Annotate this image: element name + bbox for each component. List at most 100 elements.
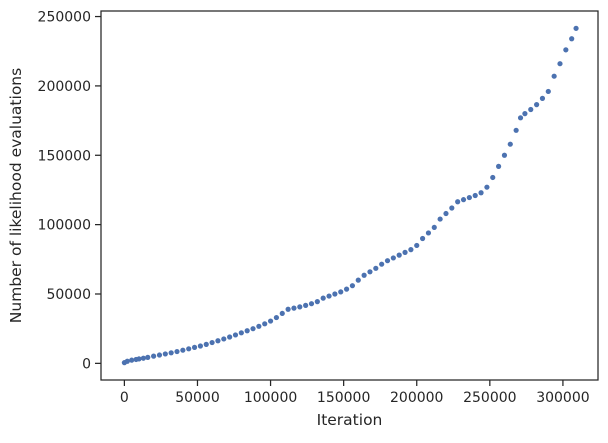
data-point bbox=[513, 127, 519, 133]
data-point bbox=[291, 305, 297, 311]
data-point bbox=[367, 269, 373, 275]
data-point bbox=[501, 152, 508, 158]
data-point bbox=[209, 339, 215, 346]
data-point bbox=[455, 199, 461, 205]
data-point bbox=[437, 216, 443, 222]
data-point bbox=[507, 141, 513, 147]
data-point bbox=[308, 301, 315, 307]
data-point bbox=[314, 299, 320, 305]
data-point bbox=[478, 190, 484, 196]
data-point bbox=[186, 346, 192, 352]
data-point bbox=[285, 306, 291, 312]
x-tick-label: 0 bbox=[120, 390, 129, 406]
data-point bbox=[431, 224, 437, 231]
data-point bbox=[203, 341, 209, 347]
data-point bbox=[545, 88, 551, 95]
x-tick-label: 150000 bbox=[317, 390, 370, 406]
y-axis-label: Number of likelihood evaluations bbox=[7, 68, 25, 323]
data-point bbox=[215, 338, 221, 344]
data-point bbox=[449, 205, 455, 211]
data-point bbox=[472, 192, 478, 199]
data-point bbox=[490, 174, 496, 181]
y-tick-label: 150000 bbox=[38, 148, 91, 164]
data-point bbox=[443, 210, 449, 217]
data-point bbox=[227, 334, 233, 340]
data-point bbox=[466, 194, 472, 201]
data-point bbox=[373, 265, 379, 271]
data-point bbox=[297, 304, 303, 310]
data-point bbox=[238, 330, 244, 336]
data-point bbox=[151, 353, 157, 359]
data-point bbox=[402, 249, 408, 255]
data-point bbox=[425, 230, 432, 236]
data-point bbox=[267, 318, 274, 324]
data-point bbox=[221, 336, 227, 342]
data-point bbox=[197, 343, 203, 349]
data-point bbox=[273, 314, 280, 321]
y-tick-label: 100000 bbox=[38, 218, 91, 234]
data-point bbox=[419, 235, 426, 242]
data-point bbox=[174, 348, 180, 355]
y-tick-label: 200000 bbox=[38, 79, 91, 95]
data-point bbox=[256, 323, 262, 329]
data-point bbox=[528, 106, 534, 113]
data-point bbox=[232, 332, 239, 338]
data-point bbox=[551, 73, 557, 79]
data-point bbox=[349, 283, 356, 289]
y-tick-label: 250000 bbox=[38, 10, 91, 26]
data-point bbox=[332, 291, 338, 297]
plot-frame bbox=[100, 10, 599, 381]
data-point bbox=[343, 286, 350, 292]
data-point bbox=[191, 344, 198, 350]
data-point bbox=[379, 261, 385, 267]
x-tick-label: 100000 bbox=[244, 390, 297, 406]
data-point bbox=[145, 354, 151, 360]
data-point bbox=[129, 357, 135, 363]
data-point bbox=[539, 95, 546, 101]
data-point bbox=[573, 25, 579, 31]
data-point bbox=[361, 272, 367, 278]
data-point bbox=[517, 115, 524, 121]
x-tick-label: 300000 bbox=[536, 390, 589, 406]
data-point bbox=[250, 326, 256, 332]
data-point bbox=[140, 355, 146, 361]
data-point bbox=[124, 358, 130, 364]
y-axis-ticks: 0 50000 100000 150000 200000 250000 bbox=[38, 10, 101, 372]
data-point bbox=[303, 302, 309, 308]
data-point bbox=[408, 247, 414, 253]
data-point bbox=[384, 258, 391, 264]
data-point bbox=[162, 351, 168, 357]
data-point bbox=[557, 61, 563, 67]
data-point bbox=[563, 47, 569, 53]
x-axis-label: Iteration bbox=[317, 411, 383, 429]
data-point bbox=[484, 184, 490, 190]
data-point bbox=[320, 295, 326, 301]
data-point bbox=[390, 255, 396, 261]
data-point bbox=[168, 350, 174, 356]
data-point bbox=[414, 242, 420, 249]
data-point bbox=[244, 328, 250, 334]
data-point bbox=[326, 293, 332, 299]
x-tick-label: 250000 bbox=[463, 390, 516, 406]
plot-area bbox=[121, 25, 579, 366]
data-point bbox=[180, 347, 186, 353]
data-point bbox=[569, 36, 575, 42]
data-point bbox=[460, 197, 467, 203]
data-point bbox=[279, 310, 285, 317]
data-point bbox=[156, 352, 163, 358]
x-axis-ticks: 0 50000 100000 150000 200000 250000 300000 bbox=[120, 380, 590, 406]
data-point bbox=[522, 111, 528, 117]
data-point bbox=[355, 277, 361, 283]
data-point bbox=[496, 163, 502, 169]
data-point bbox=[262, 321, 268, 327]
x-tick-label: 200000 bbox=[390, 390, 443, 406]
data-point bbox=[136, 356, 142, 362]
y-tick-label: 0 bbox=[82, 356, 91, 372]
data-point bbox=[396, 252, 402, 258]
x-tick-label: 50000 bbox=[175, 390, 220, 406]
data-point bbox=[338, 289, 344, 295]
data-point bbox=[534, 102, 540, 108]
y-tick-label: 50000 bbox=[46, 287, 91, 303]
